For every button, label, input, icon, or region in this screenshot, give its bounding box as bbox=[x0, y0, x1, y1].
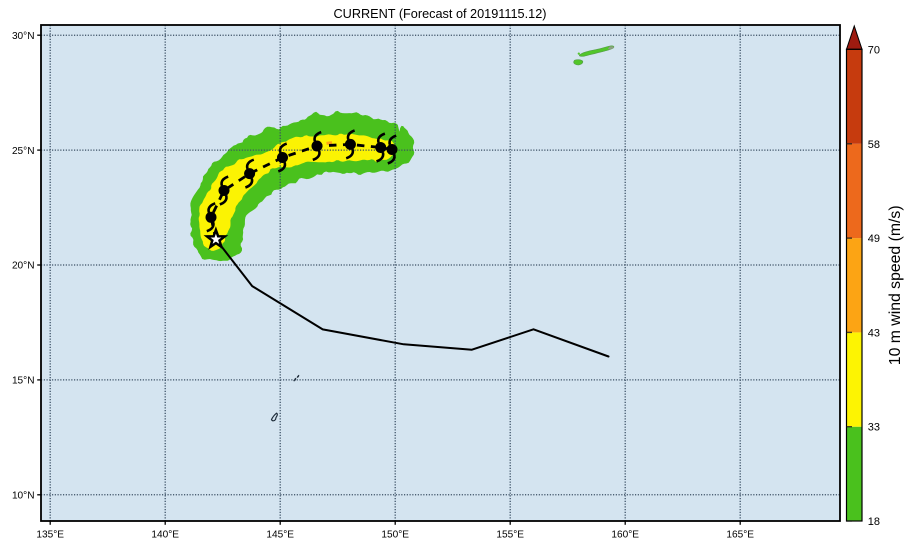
svg-text:25°N: 25°N bbox=[12, 146, 35, 157]
svg-text:15°N: 15°N bbox=[12, 376, 35, 387]
svg-text:CURRENT (Forecast of 20191115.: CURRENT (Forecast of 20191115.12) bbox=[334, 7, 547, 21]
svg-text:140°E: 140°E bbox=[151, 530, 179, 541]
svg-text:10 m wind speed (m/s): 10 m wind speed (m/s) bbox=[887, 205, 904, 365]
svg-text:30°N: 30°N bbox=[12, 31, 35, 42]
svg-text:58: 58 bbox=[868, 139, 880, 151]
svg-text:70: 70 bbox=[868, 44, 880, 56]
svg-text:33: 33 bbox=[868, 422, 880, 434]
svg-text:20°N: 20°N bbox=[12, 261, 35, 272]
svg-text:145°E: 145°E bbox=[266, 530, 294, 541]
svg-text:155°E: 155°E bbox=[496, 530, 524, 541]
svg-text:43: 43 bbox=[868, 327, 880, 339]
svg-text:135°E: 135°E bbox=[36, 530, 64, 541]
svg-text:150°E: 150°E bbox=[381, 530, 409, 541]
svg-text:18: 18 bbox=[868, 516, 880, 528]
svg-text:49: 49 bbox=[868, 233, 880, 245]
svg-text:165°E: 165°E bbox=[726, 530, 754, 541]
svg-text:160°E: 160°E bbox=[611, 530, 639, 541]
svg-text:10°N: 10°N bbox=[12, 491, 35, 502]
